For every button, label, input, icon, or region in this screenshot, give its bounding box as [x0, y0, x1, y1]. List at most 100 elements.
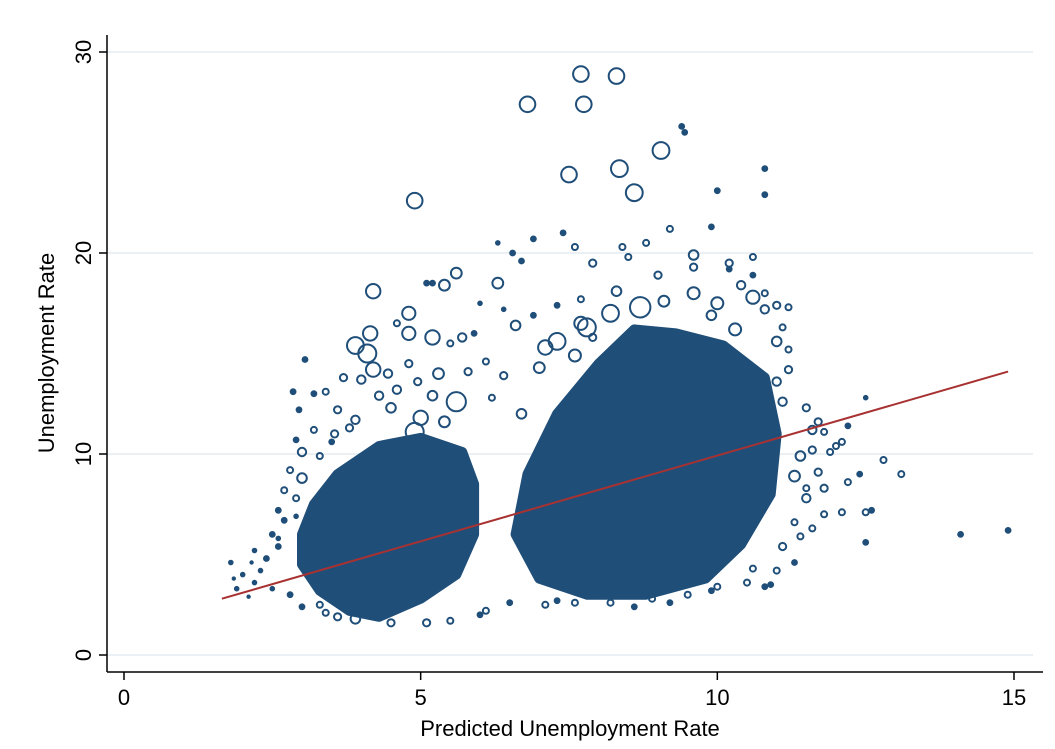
- data-point: [708, 587, 715, 595]
- data-point: [509, 319, 522, 332]
- data-point: [373, 390, 385, 401]
- data-point: [665, 224, 674, 233]
- data-point: [760, 289, 769, 298]
- data-point: [530, 235, 537, 243]
- dense-cluster-2: [510, 324, 782, 600]
- data-point: [735, 280, 747, 291]
- data-point: [777, 396, 788, 407]
- data-point: [686, 286, 701, 301]
- data-point: [499, 371, 509, 381]
- data-point: [796, 532, 805, 541]
- data-point: [423, 279, 431, 287]
- data-point: [401, 325, 417, 341]
- data-point: [344, 423, 355, 433]
- y-tick-label: 0: [71, 649, 96, 661]
- data-point: [748, 564, 757, 573]
- data-point: [879, 456, 888, 464]
- data-point: [553, 597, 561, 605]
- data-point: [289, 388, 297, 396]
- data-point: [401, 305, 417, 321]
- data-point: [713, 187, 721, 195]
- data-point: [683, 590, 692, 599]
- data-point: [470, 330, 478, 337]
- x-axis-title: Predicted Unemployment Rate: [420, 716, 720, 741]
- x-tick-label: 5: [415, 685, 427, 710]
- data-point: [518, 95, 537, 114]
- data-point: [328, 438, 336, 446]
- data-point: [295, 406, 303, 414]
- data-point: [772, 566, 781, 575]
- axes: 0 5 10 15 0 10 20 30: [71, 35, 1043, 710]
- data-point: [349, 613, 362, 625]
- data-point: [820, 510, 829, 519]
- data-point: [657, 294, 671, 308]
- fit-line: [221, 370, 1009, 600]
- data-point: [257, 567, 264, 574]
- data-point: [382, 368, 394, 379]
- data-point: [392, 319, 401, 328]
- data-point: [710, 296, 725, 311]
- data-point: [457, 332, 468, 343]
- data-point: [296, 446, 308, 458]
- data-point: [648, 594, 657, 603]
- data-point: [333, 612, 343, 622]
- data-point: [491, 276, 505, 290]
- data-point: [813, 417, 823, 427]
- data-point: [567, 348, 582, 363]
- data-point: [286, 591, 294, 599]
- data-point: [868, 506, 875, 514]
- data-point: [385, 402, 397, 414]
- y-tick-label: 20: [71, 241, 96, 265]
- data-point: [570, 243, 579, 251]
- data-point: [784, 345, 793, 354]
- data-point: [356, 374, 367, 385]
- data-point: [422, 618, 432, 628]
- data-point: [333, 405, 343, 415]
- y-tick-label: 30: [71, 40, 96, 64]
- data-point: [767, 581, 775, 588]
- data-point: [330, 429, 340, 439]
- data-point: [576, 295, 585, 304]
- data-point: [293, 513, 299, 520]
- data-point: [476, 611, 484, 619]
- x-tick-label: 10: [705, 685, 729, 710]
- data-point: [802, 484, 811, 493]
- data-point: [844, 422, 852, 430]
- data-point: [413, 377, 423, 387]
- data-point: [813, 467, 823, 477]
- data-point: [506, 599, 514, 607]
- data-point: [263, 555, 270, 562]
- data-point: [321, 608, 330, 617]
- data-point: [532, 361, 546, 375]
- y-axis-title: Unemployment Rate: [34, 253, 59, 454]
- data-point: [761, 583, 769, 591]
- data-point: [274, 506, 282, 514]
- data-point: [515, 408, 528, 420]
- data-point: [426, 389, 439, 402]
- data-point: [362, 325, 379, 342]
- data-point: [357, 343, 378, 364]
- data-point: [745, 289, 761, 305]
- data-point: [495, 240, 501, 246]
- data-point: [607, 67, 626, 85]
- data-point: [315, 600, 324, 609]
- data-point: [843, 478, 852, 487]
- data-point: [957, 531, 964, 538]
- data-point: [588, 332, 598, 342]
- data-point: [743, 578, 751, 587]
- data-point: [228, 559, 234, 566]
- data-point: [856, 470, 864, 478]
- data-point: [292, 494, 301, 503]
- data-point: [593, 372, 604, 383]
- data-point: [791, 559, 798, 566]
- data-point: [537, 339, 554, 356]
- data-point: [1004, 527, 1012, 534]
- data-point: [438, 415, 451, 429]
- data-point: [500, 306, 507, 313]
- data-point: [761, 165, 769, 173]
- data-point: [280, 516, 288, 524]
- data-point: [629, 296, 652, 319]
- data-point: [783, 365, 794, 375]
- data-point: [301, 356, 309, 363]
- data-point: [446, 339, 455, 348]
